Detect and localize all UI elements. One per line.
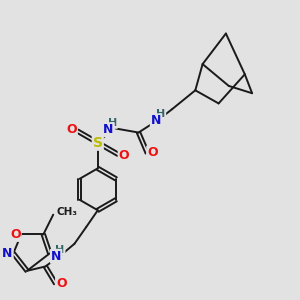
Text: H: H [55,244,64,255]
Text: H: H [108,118,117,128]
Text: H: H [156,110,165,119]
Text: N: N [2,247,13,260]
Text: N: N [151,114,161,128]
Text: O: O [147,146,158,159]
Text: N: N [51,250,61,263]
Text: N: N [103,123,114,136]
Text: S: S [93,136,103,150]
Text: O: O [66,123,77,136]
Text: O: O [119,149,129,162]
Text: O: O [10,228,21,241]
Text: O: O [56,277,67,290]
Text: CH₃: CH₃ [57,207,78,217]
